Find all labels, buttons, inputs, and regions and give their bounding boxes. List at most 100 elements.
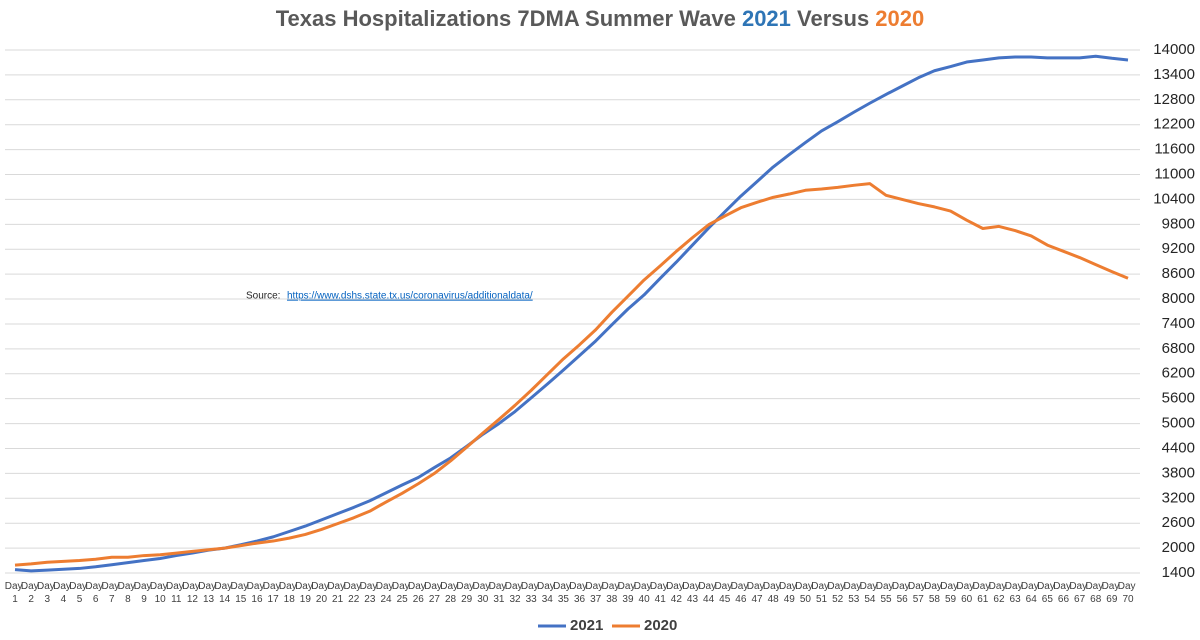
x-tick-label: Day 69: [1102, 581, 1123, 605]
y-tick-label: 8000: [1162, 290, 1195, 307]
x-tick-label: Day 49: [779, 581, 800, 605]
x-tick-label: Day 55: [876, 581, 897, 605]
x-tick-label: Day 43: [682, 581, 703, 605]
x-tick-label: Day 13: [198, 581, 219, 605]
x-tick-label: Day 19: [295, 581, 316, 605]
x-tick-label: Day 3: [37, 581, 58, 605]
x-tick-label: Day 5: [69, 581, 90, 605]
y-tick-label: 14000: [1153, 41, 1195, 58]
x-tick-label: Day 35: [553, 581, 574, 605]
title-part: Versus: [791, 6, 875, 31]
x-tick-label: Day 24: [376, 581, 397, 605]
x-tick-label: Day 29: [456, 581, 477, 605]
x-tick-label: Day 16: [247, 581, 268, 605]
x-tick-label: Day 70: [1118, 581, 1139, 605]
x-tick-label: Day 32: [505, 581, 526, 605]
x-tick-label: Day 40: [634, 581, 655, 605]
x-tick-label: Day 58: [924, 581, 945, 605]
y-tick-label: 6800: [1162, 340, 1195, 357]
x-tick-label: Day 64: [1021, 581, 1042, 605]
x-tick-label: Day 4: [53, 581, 74, 605]
y-tick-label: 5600: [1162, 390, 1195, 407]
x-tick-label: Day 11: [166, 581, 187, 605]
y-tick-label: 13400: [1153, 66, 1195, 83]
x-tick-label: Day 34: [537, 581, 558, 605]
x-tick-label: Day 54: [860, 581, 881, 605]
x-tick-label: Day 9: [134, 581, 155, 605]
x-tick-label: Day 62: [989, 581, 1010, 605]
x-tick-label: Day 6: [85, 581, 106, 605]
x-tick-label: Day 65: [1037, 581, 1058, 605]
x-tick-label: Day 20: [311, 581, 332, 605]
x-tick-label: Day 36: [569, 581, 590, 605]
x-tick-label: Day 51: [811, 581, 832, 605]
y-tick-label: 9200: [1162, 240, 1195, 257]
legend-label: 2021: [570, 617, 603, 634]
x-tick-label: Day 15: [231, 581, 252, 605]
x-tick-label: Day 53: [844, 581, 865, 605]
x-tick-label: Day 66: [1053, 581, 1074, 605]
y-tick-label: 10400: [1153, 190, 1195, 207]
y-tick-label: 3800: [1162, 464, 1195, 481]
x-tick-label: Day 21: [327, 581, 348, 605]
x-tick-label: Day 22: [343, 581, 364, 605]
x-tick-label: Day 25: [392, 581, 413, 605]
y-tick-label: 12800: [1153, 91, 1195, 108]
y-tick-label: 6200: [1162, 365, 1195, 382]
x-tick-label: Day 60: [956, 581, 977, 605]
x-tick-label: Day 7: [102, 581, 123, 605]
y-tick-label: 11600: [1154, 141, 1195, 158]
y-tick-label: 12200: [1153, 116, 1195, 133]
x-tick-label: Day 28: [440, 581, 461, 605]
x-tick-label: Day 14: [214, 581, 235, 605]
x-tick-label: Day 45: [714, 581, 735, 605]
x-tick-label: Day 39: [618, 581, 639, 605]
y-tick-label: 1400: [1162, 564, 1195, 581]
x-tick-label: Day 57: [908, 581, 929, 605]
x-tick-label: Day 52: [827, 581, 848, 605]
line-series: [14, 54, 1129, 573]
x-tick-label: Day 50: [795, 581, 816, 605]
x-tick-label: Day 38: [602, 581, 623, 605]
x-tick-label: Day 18: [279, 581, 300, 605]
x-tick-label: Day 2: [21, 581, 42, 605]
x-tick-label: Day 1: [5, 581, 26, 605]
y-tick-label: 8600: [1162, 265, 1195, 282]
x-tick-label: Day 31: [489, 581, 510, 605]
y-tick-label: 4400: [1162, 439, 1195, 456]
x-tick-label: Day 59: [940, 581, 961, 605]
source-url: https://www.dshs.state.tx.us/coronavirus…: [287, 291, 533, 302]
legend-label: 2020: [644, 617, 677, 634]
x-tick-label: Day 37: [585, 581, 606, 605]
title-part: 2020: [875, 6, 924, 31]
x-tick-label: Day 26: [408, 581, 429, 605]
x-tick-label: Day 12: [182, 581, 203, 605]
y-tick-label: 3200: [1162, 489, 1195, 506]
chart-title: Texas Hospitalizations 7DMA Summer Wave …: [276, 6, 925, 31]
y-tick-label: 9800: [1162, 215, 1195, 232]
y-tick-label: 11000: [1154, 165, 1195, 182]
annotation: Source:: [246, 291, 280, 302]
title-part: Texas Hospitalizations 7DMA Summer Wave: [276, 6, 742, 31]
y-tick-label: 2000: [1162, 539, 1195, 556]
x-tick-label: Day 48: [763, 581, 784, 605]
x-tick-label: Day 47: [747, 581, 768, 605]
x-tick-label: Day 67: [1069, 581, 1090, 605]
x-tick-label: Day 33: [521, 581, 542, 605]
x-tick-label: Day 61: [973, 581, 994, 605]
title-part: 2021: [742, 6, 791, 31]
x-tick-label: Day 30: [473, 581, 494, 605]
x-tick-label: Day 17: [263, 581, 284, 605]
x-tick-label: Day 63: [1005, 581, 1026, 605]
x-tick-label: Day 41: [650, 581, 671, 605]
y-tick-label: 2600: [1162, 514, 1195, 531]
x-tick-label: Day 23: [360, 581, 381, 605]
x-tick-label: Day 68: [1085, 581, 1106, 605]
y-tick-label: 7400: [1162, 315, 1195, 332]
x-tick-label: Day 42: [666, 581, 687, 605]
x-tick-label: Day 8: [118, 581, 139, 605]
x-tick-label: Day 56: [892, 581, 913, 605]
x-tick-label: Day 10: [150, 581, 171, 605]
y-tick-label: 5000: [1162, 415, 1195, 432]
